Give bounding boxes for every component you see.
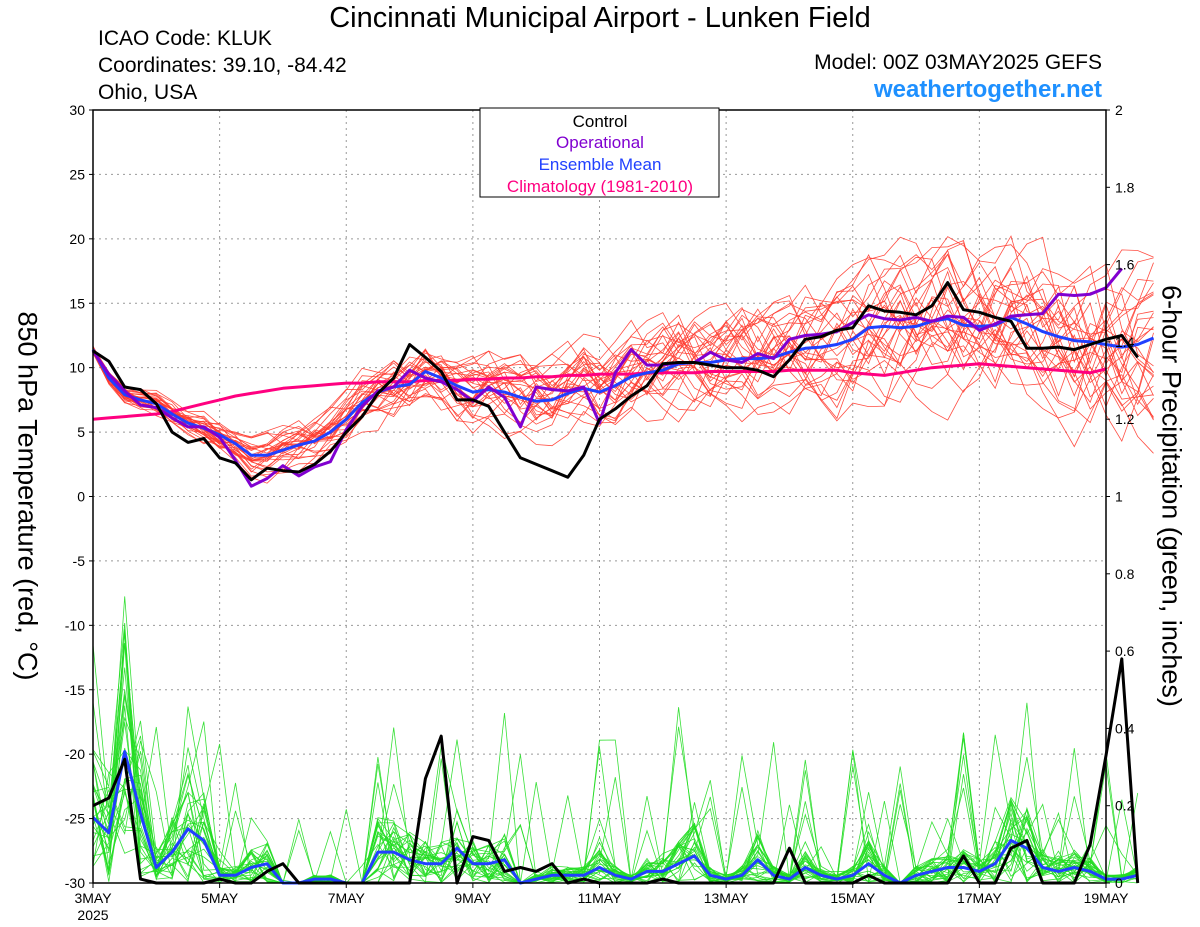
y-tick-label-right: 1.8 [1115,179,1135,195]
y-tick-label-right: 0 [1115,875,1123,891]
series-ensemble_mean-precip-line [91,750,1139,885]
ensemble-member-temp-line [92,270,1154,477]
ensemble-member-precip-line [92,642,1138,884]
coordinates: Coordinates: 39.10, -84.42 [98,54,347,77]
x-tick-label: 17MAY [957,890,1003,906]
y-tick-label-right: 0.6 [1115,643,1135,659]
legend-control: Control [573,112,628,131]
y-tick-label-right: 1 [1115,489,1123,505]
ensemble-member-precip-line [92,629,1138,884]
y-tick-label-left: 30 [69,102,85,118]
y-tick-label-left: -20 [65,746,85,762]
y-tick-label-left: 15 [69,295,85,311]
x-tick-label: 7MAY [328,890,366,906]
ensemble-member-temp-line [92,242,1154,461]
series-ensemble_mean-temp-line [91,315,1155,457]
ensemble-member-temp-line [92,312,1154,449]
y-tick-label-left: 25 [69,166,85,182]
y-tick-label-right: 1.4 [1115,334,1135,350]
ensemble-member-precip-line [92,705,1138,884]
icao-code: ICAO Code: KLUK [98,27,272,50]
ensemble-member-temp-line [92,284,1154,453]
ensemble-member-precip-line [92,630,1138,884]
y-tick-label-right: 0.2 [1115,798,1135,814]
legend: Control Operational Ensemble Mean Climat… [479,107,720,198]
x-tick-label: 9MAY [454,890,492,906]
ensemble-member-precip-line [92,722,1138,884]
ensemble-member-precip-line [92,726,1139,884]
model-run: Model: 00Z 03MAY2025 GEFS [814,51,1102,74]
y-tick-label-left: -10 [65,617,85,633]
ensemble-member-precip-line [92,707,1138,884]
legend-ensemble-mean: Ensemble Mean [539,155,662,174]
ensemble-member-temp-line [92,249,1154,473]
ensemble-member-temp-line [92,279,1154,462]
ensemble-member-precip-line [92,748,1138,884]
ensemble-member-temp-line [92,253,1154,454]
ensemble-member-temp-line [92,278,1154,456]
x-tick-label: 19MAY [1084,890,1130,906]
axes: 302520151050-5-10-15-20-25-3021.81.61.41… [65,102,1135,923]
ensemble-member-precip-line [92,720,1138,884]
ensemble-member-temp-line [92,254,1154,470]
ensemble-member-precip-line [92,706,1138,884]
ensemble-member-precip-line [92,622,1138,884]
x-tick-label: 11MAY [578,890,622,906]
ensemble-member-temp-line [92,294,1154,445]
x-tick-label: 3MAY [74,890,112,906]
ensemble-member-temp-line [92,239,1154,467]
y-tick-label-right: 0.8 [1115,566,1135,582]
y-tick-label-right: 1.6 [1115,257,1135,273]
ensemble-members [92,235,1154,885]
region: Ohio, USA [98,81,198,104]
series-operational-temp-line [91,267,1123,488]
legend-operational: Operational [556,133,644,152]
y-tick-label-left: -30 [65,875,85,891]
series-climatology-temp-line [92,362,1107,421]
ensemble-member-temp-line [92,262,1154,456]
chart-title: Cincinnati Municipal Airport - Lunken Fi… [329,2,871,34]
ensemble-member-precip-line [92,749,1138,884]
y-tick-label-left: 0 [77,489,85,505]
series-lines [91,267,1155,885]
x-tick-sublabel: 2025 [77,907,108,923]
site-name[interactable]: weathertogether.net [873,76,1102,103]
legend-climatology: Climatology (1981-2010) [507,177,693,196]
y-tick-label-right: 0.4 [1115,720,1135,736]
ensemble-member-precip-line [92,732,1139,884]
ensemble-member-temp-line [92,316,1154,450]
y-tick-label-left: -15 [65,682,85,698]
y-tick-label-right: 1.2 [1115,411,1135,427]
x-tick-label: 5MAY [201,890,239,906]
series-control-temp-line [92,281,1139,482]
ensemble-member-precip-line [92,643,1138,884]
ensemble-member-precip-line [92,712,1138,884]
x-tick-label: 13MAY [704,890,750,906]
y-tick-label-right: 2 [1115,102,1123,118]
y-tick-label-left: 10 [69,360,85,376]
y-tick-label-left: 5 [77,424,85,440]
y-tick-label-left: -25 [65,811,85,827]
y-tick-label-left: -5 [73,553,86,569]
ensemble-member-temp-line [92,273,1154,470]
ensemble-member-temp-line [92,285,1154,445]
ensemble-member-precip-line [92,758,1138,884]
x-tick-label: 15MAY [830,890,876,906]
ensemble-member-precip-line [92,632,1138,884]
grid [92,109,1107,884]
y-tick-label-left: 20 [69,231,85,247]
